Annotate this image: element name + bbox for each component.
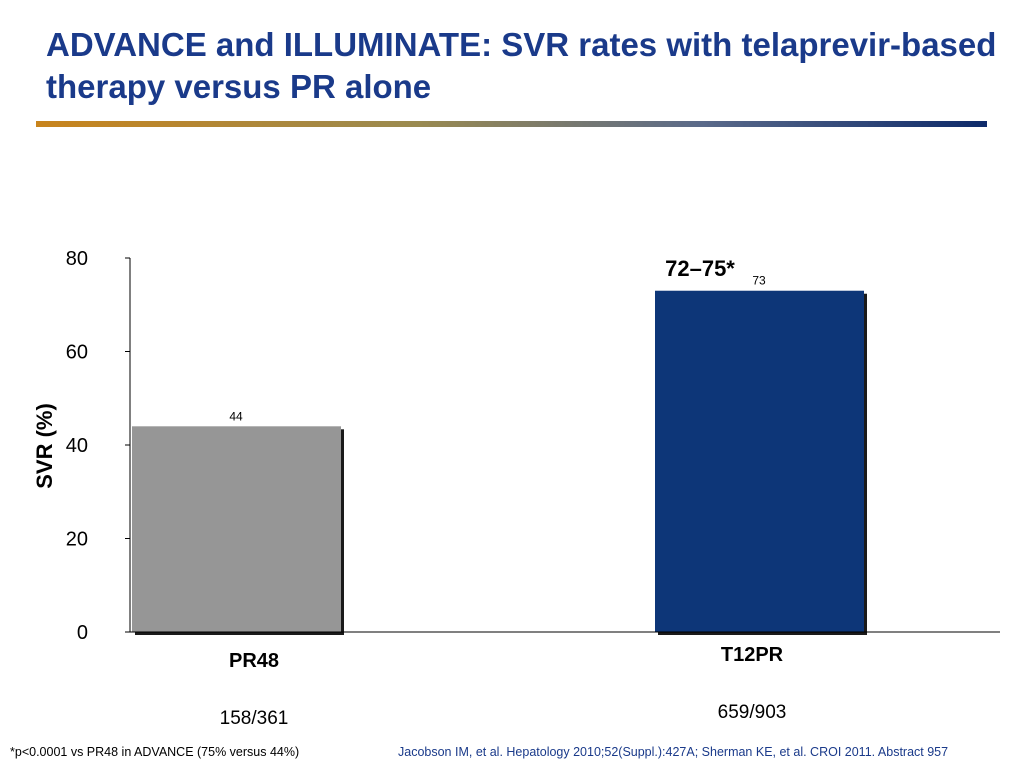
y-tick-label: 20 [66,529,88,551]
bar-value-label: 44 [229,409,243,423]
bar-value-label: 73 [752,274,766,288]
bar-t12pr [655,291,864,632]
y-tick-label: 0 [77,622,88,644]
significance-annotation: 72–75* [665,256,735,281]
y-axis-ticks: 0 20 40 60 80 [66,248,130,644]
category-label: T12PR [721,644,784,666]
y-tick-label: 80 [66,248,88,270]
citation: Jacobson IM, et al. Hepatology 2010;52(S… [398,745,948,759]
sample-size-label: 659/903 [718,702,787,723]
bar-pr48 [132,426,341,632]
category-label: PR48 [229,650,279,672]
y-tick-label: 60 [66,342,88,364]
y-tick-label: 40 [66,435,88,457]
svr-bar-chart: 0 20 40 60 80 SVR (%) 44 73 PR48 158/361 T12PR 65… [0,0,1024,768]
sample-size-label: 158/361 [220,708,289,729]
y-axis-label: SVR (%) [32,403,57,489]
footnote: *p<0.0001 vs PR48 in ADVANCE (75% versus… [10,745,299,759]
bars [132,291,867,635]
